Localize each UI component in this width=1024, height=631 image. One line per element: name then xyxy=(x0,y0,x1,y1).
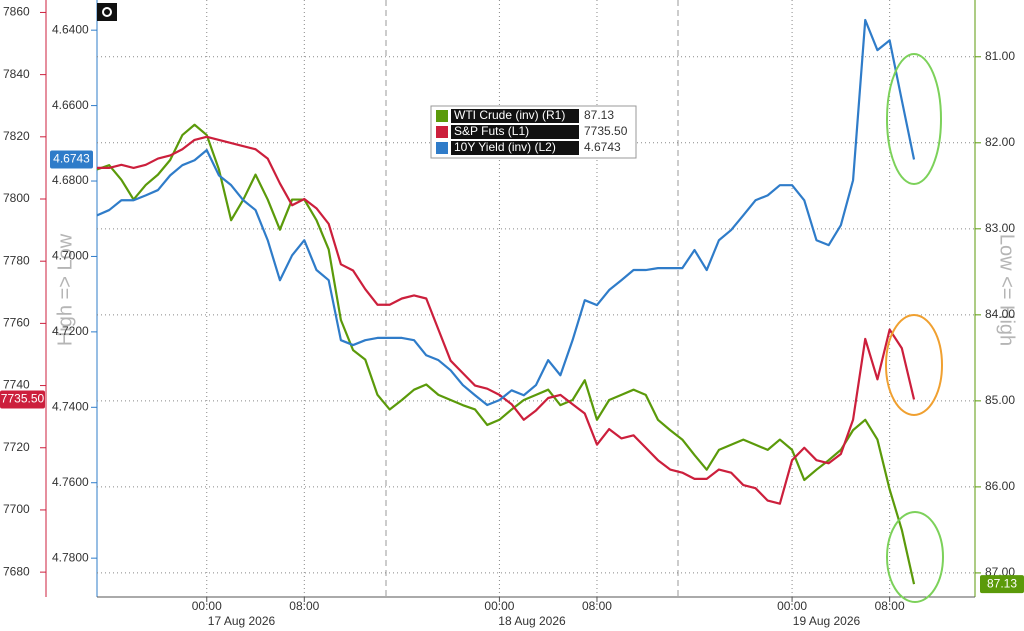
y-tick-label: 7720 xyxy=(3,440,30,454)
legend-label: WTI Crude (inv) (R1) xyxy=(454,108,565,122)
date-label: 17 Aug 2026 xyxy=(208,614,276,628)
y-tick-label: 84.00 xyxy=(985,307,1015,321)
series-line xyxy=(96,123,916,585)
y-tick-label: 4.7400 xyxy=(52,399,89,413)
y-tick-label: 82.00 xyxy=(985,135,1015,149)
last-value-badge xyxy=(0,390,45,409)
y-tick-label: 7740 xyxy=(3,378,30,392)
x-tick-label: 00:00 xyxy=(484,599,514,613)
x-tick-label: 00:00 xyxy=(777,599,807,613)
legend-value: 4.6743 xyxy=(584,140,621,154)
last-value-label: 4.6743 xyxy=(53,152,90,166)
last-value-label: 87.13 xyxy=(987,576,1017,590)
series-line xyxy=(96,18,916,407)
last-value-badge xyxy=(980,575,1024,594)
legend-swatch xyxy=(436,110,448,122)
y-tick-label: 4.7600 xyxy=(52,475,89,489)
x-tick-label: 08:00 xyxy=(289,599,319,613)
y-tick-label: 4.7000 xyxy=(52,249,89,263)
grid xyxy=(40,0,981,602)
legend-value: 87.13 xyxy=(584,108,614,122)
y-tick-label: 7820 xyxy=(3,129,30,143)
highlight-circle xyxy=(886,511,944,603)
camera-icon-lens xyxy=(102,7,112,17)
y-tick-label: 7680 xyxy=(3,564,30,578)
legend: WTI Crude (inv) (R1) 87.13 S&P Futs (L1) 77… xyxy=(430,105,637,159)
last-value-badge xyxy=(50,150,93,169)
x-tick-label: 00:00 xyxy=(192,599,222,613)
highlight-circle xyxy=(885,314,943,416)
legend-name-bg xyxy=(451,141,579,155)
y-tick-label: 7760 xyxy=(3,316,30,330)
legend-label: 10Y Yield (inv) (L2) xyxy=(454,140,556,154)
legend-label: S&P Futs (L1) xyxy=(454,124,529,138)
legend-name-bg xyxy=(451,109,579,123)
y-tick-label: 4.6800 xyxy=(52,173,89,187)
y-tick-label: 4.6600 xyxy=(52,98,89,112)
series-line xyxy=(97,135,916,505)
y-tick-label: 7700 xyxy=(3,502,30,516)
y-tick-label: 7860 xyxy=(3,5,30,19)
legend-name-bg xyxy=(451,125,579,139)
legend-swatch xyxy=(436,142,448,154)
x-tick-label: 08:00 xyxy=(582,599,612,613)
last-value-label: 7735.50 xyxy=(1,392,45,406)
date-label: 18 Aug 2026 xyxy=(498,614,566,628)
y-tick-label: 4.7200 xyxy=(52,324,89,338)
y-tick-label: 7800 xyxy=(3,191,30,205)
y-tick-label: 86.00 xyxy=(985,479,1015,493)
highlight-circle xyxy=(886,53,942,185)
camera-icon[interactable] xyxy=(97,3,117,21)
y-tick-label: 7780 xyxy=(3,253,30,267)
y-tick-label: 4.6400 xyxy=(52,22,89,36)
left-axis-title: High => Low xyxy=(54,233,76,346)
x-tick-label: 08:00 xyxy=(875,599,905,613)
legend-swatch xyxy=(436,126,448,138)
y-tick-label: 85.00 xyxy=(985,393,1015,407)
y-tick-label: 81.00 xyxy=(985,49,1015,63)
plot xyxy=(96,18,916,585)
y-tick-label: 83.00 xyxy=(985,221,1015,235)
labels: 00:00 08:00 00:00 08:00 00:00 08:00 17 Aug 202… xyxy=(0,5,1024,628)
y-tick-label: 4.7800 xyxy=(52,550,89,564)
right-axis-title: Low <= High xyxy=(996,234,1018,346)
legend-value: 7735.50 xyxy=(584,124,628,138)
y-tick-label: 7840 xyxy=(3,67,30,81)
date-label: 19 Aug 2026 xyxy=(793,614,861,628)
